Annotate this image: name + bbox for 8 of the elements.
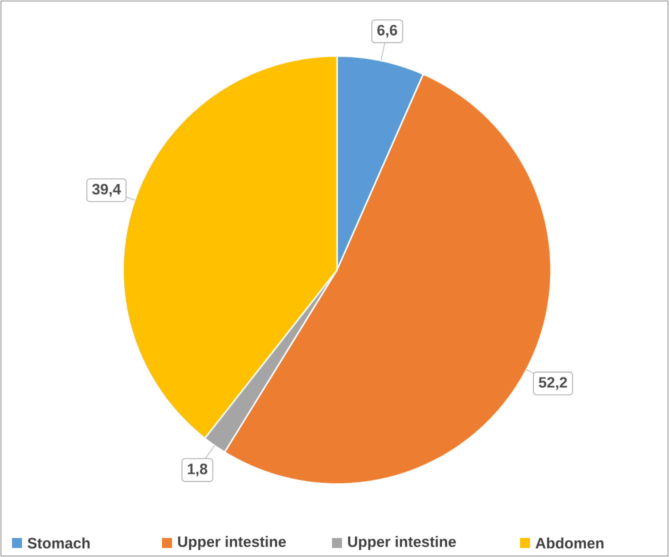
legend-label: Stomach — [28, 537, 90, 549]
data-label: 39,4 — [92, 184, 121, 197]
data-label: 1,8 — [188, 464, 208, 476]
legend-label: Upper intestine — [178, 536, 286, 550]
data-label: 52,2 — [538, 377, 567, 390]
data-label: 6,6 — [377, 24, 398, 38]
legend-label: Abdomen — [536, 537, 604, 549]
legend-label: Upper intestine — [348, 536, 456, 550]
